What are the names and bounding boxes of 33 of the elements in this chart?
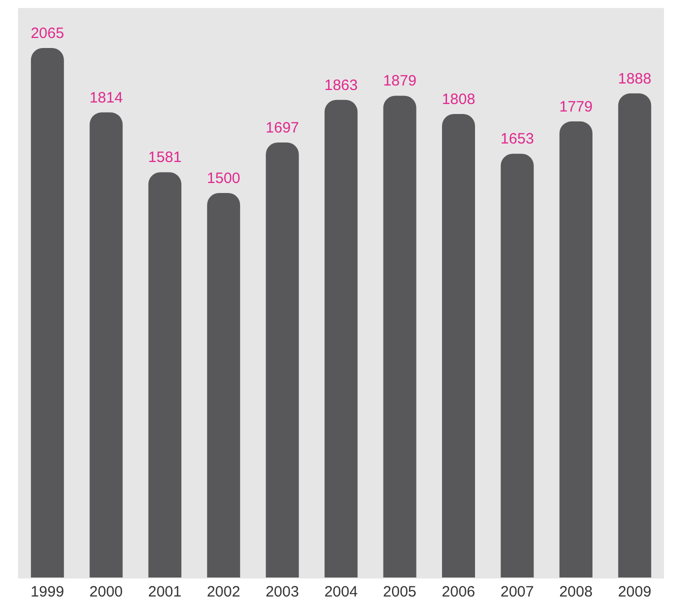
x-tick-label: 1999 xyxy=(30,584,64,601)
data-label: 1581 xyxy=(148,149,182,166)
bar xyxy=(442,114,476,578)
data-label: 1808 xyxy=(442,90,476,108)
data-label: 1779 xyxy=(559,98,593,116)
data-label: 1814 xyxy=(89,89,123,106)
x-tick-label: 2009 xyxy=(618,584,652,601)
data-label: 1863 xyxy=(324,76,358,94)
x-tick-label: 2005 xyxy=(383,584,416,601)
bar xyxy=(266,142,299,578)
x-tick-label: 2007 xyxy=(500,584,534,601)
x-tick-label: 2006 xyxy=(442,584,476,601)
bar xyxy=(618,93,652,578)
data-label: 1500 xyxy=(206,170,240,188)
x-tick-label: 2001 xyxy=(148,584,182,601)
bar xyxy=(90,112,123,578)
data-label: 1879 xyxy=(383,72,416,90)
data-label: 1697 xyxy=(266,119,300,136)
bar xyxy=(559,121,592,578)
bar xyxy=(383,96,416,578)
bar xyxy=(500,154,534,578)
data-label: 1653 xyxy=(500,130,534,148)
bar xyxy=(207,193,240,578)
x-tick-label: 2000 xyxy=(89,584,123,601)
data-label: 1888 xyxy=(618,70,652,88)
data-label: 2065 xyxy=(30,25,64,42)
bar xyxy=(30,48,64,578)
x-tick-label: 2004 xyxy=(324,584,358,601)
bar xyxy=(324,100,358,578)
x-tick-label: 2008 xyxy=(559,584,593,601)
x-tick-label: 2003 xyxy=(266,584,299,601)
x-tick-label: 2002 xyxy=(206,584,240,601)
bar xyxy=(148,172,182,578)
